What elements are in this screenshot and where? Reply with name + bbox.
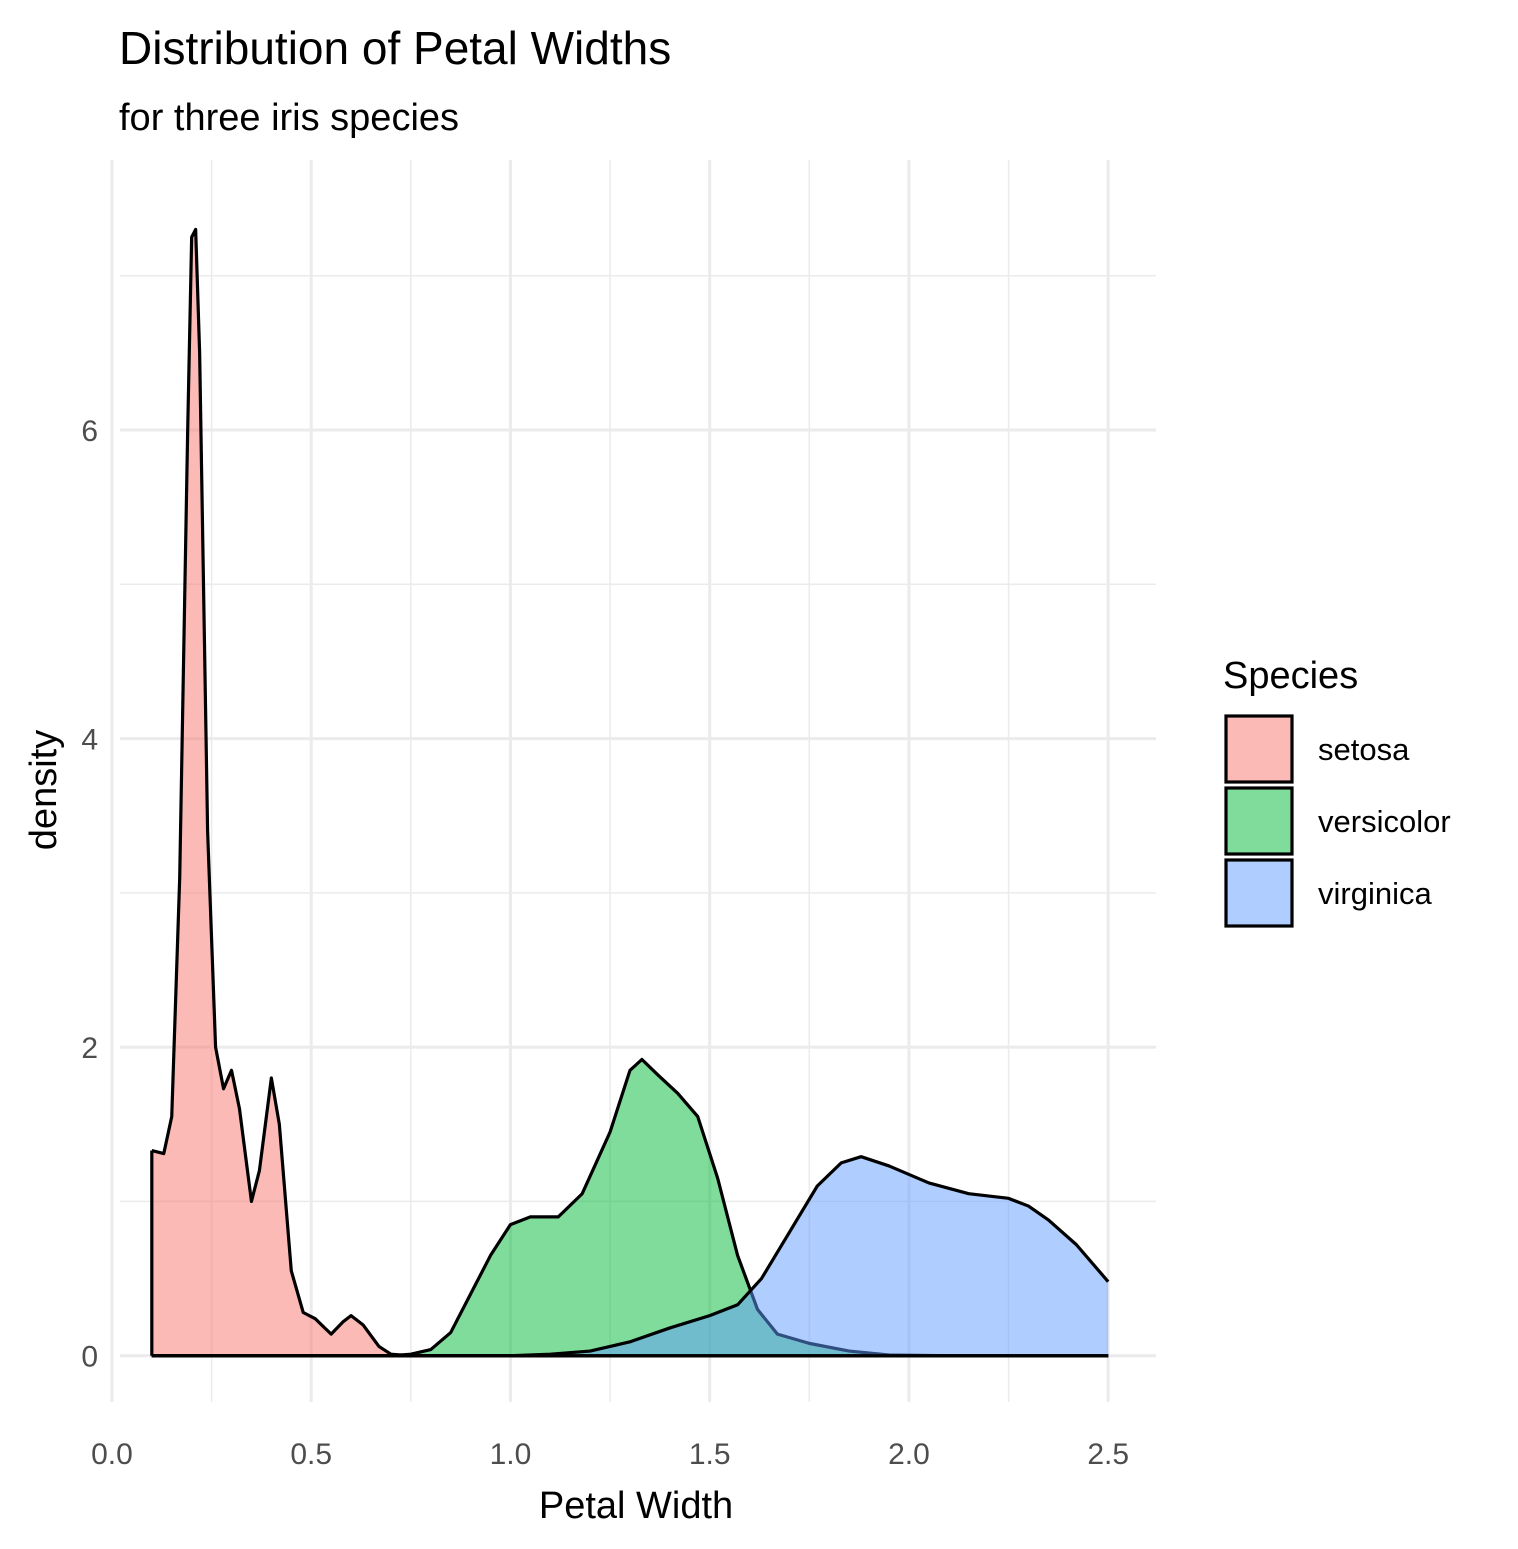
y-tick-label: 6 <box>81 415 98 448</box>
x-tick-label: 1.5 <box>689 1438 731 1471</box>
x-tick-label: 1.0 <box>490 1438 532 1471</box>
legend-item-virginica: virginica <box>1224 858 1432 928</box>
area-virginica <box>151 1156 1109 1356</box>
legend-swatch-virginica <box>1224 858 1294 928</box>
x-axis-ticks: 0.0 0.5 1.0 1.5 2.0 2.5 <box>91 1438 1129 1471</box>
y-axis-ticks: 0 2 4 6 <box>81 415 98 1374</box>
x-tick-label: 2.0 <box>888 1438 930 1471</box>
x-tick-label: 2.5 <box>1087 1438 1129 1471</box>
y-tick-label: 2 <box>81 1032 98 1065</box>
legend-swatch-setosa <box>1224 714 1294 784</box>
legend-label: versicolor <box>1318 804 1451 839</box>
y-tick-label: 4 <box>81 724 98 757</box>
legend: Species setosa versicolor virginica <box>1223 655 1451 928</box>
legend-swatch-versicolor <box>1224 786 1294 856</box>
area-versicolor <box>151 1059 1109 1356</box>
legend-item-setosa: setosa <box>1224 714 1410 784</box>
x-tick-label: 0.0 <box>91 1438 133 1471</box>
chart-subtitle: for three iris species <box>119 97 459 139</box>
y-tick-label: 0 <box>81 1341 98 1374</box>
legend-label: setosa <box>1318 732 1410 767</box>
y-axis-title: density <box>23 730 65 850</box>
x-tick-label: 0.5 <box>290 1438 332 1471</box>
area-setosa <box>151 229 1109 1356</box>
density-areas <box>150 227 1110 1358</box>
legend-label: virginica <box>1318 876 1432 911</box>
density-line-virginica <box>151 1155 1110 1358</box>
legend-items: setosa versicolor virginica <box>1224 714 1451 928</box>
legend-item-versicolor: versicolor <box>1224 786 1451 856</box>
chart-title: Distribution of Petal Widths <box>119 22 671 74</box>
x-axis-title: Petal Width <box>539 1485 733 1527</box>
legend-title: Species <box>1223 655 1358 697</box>
grid-lines <box>110 160 1156 1402</box>
